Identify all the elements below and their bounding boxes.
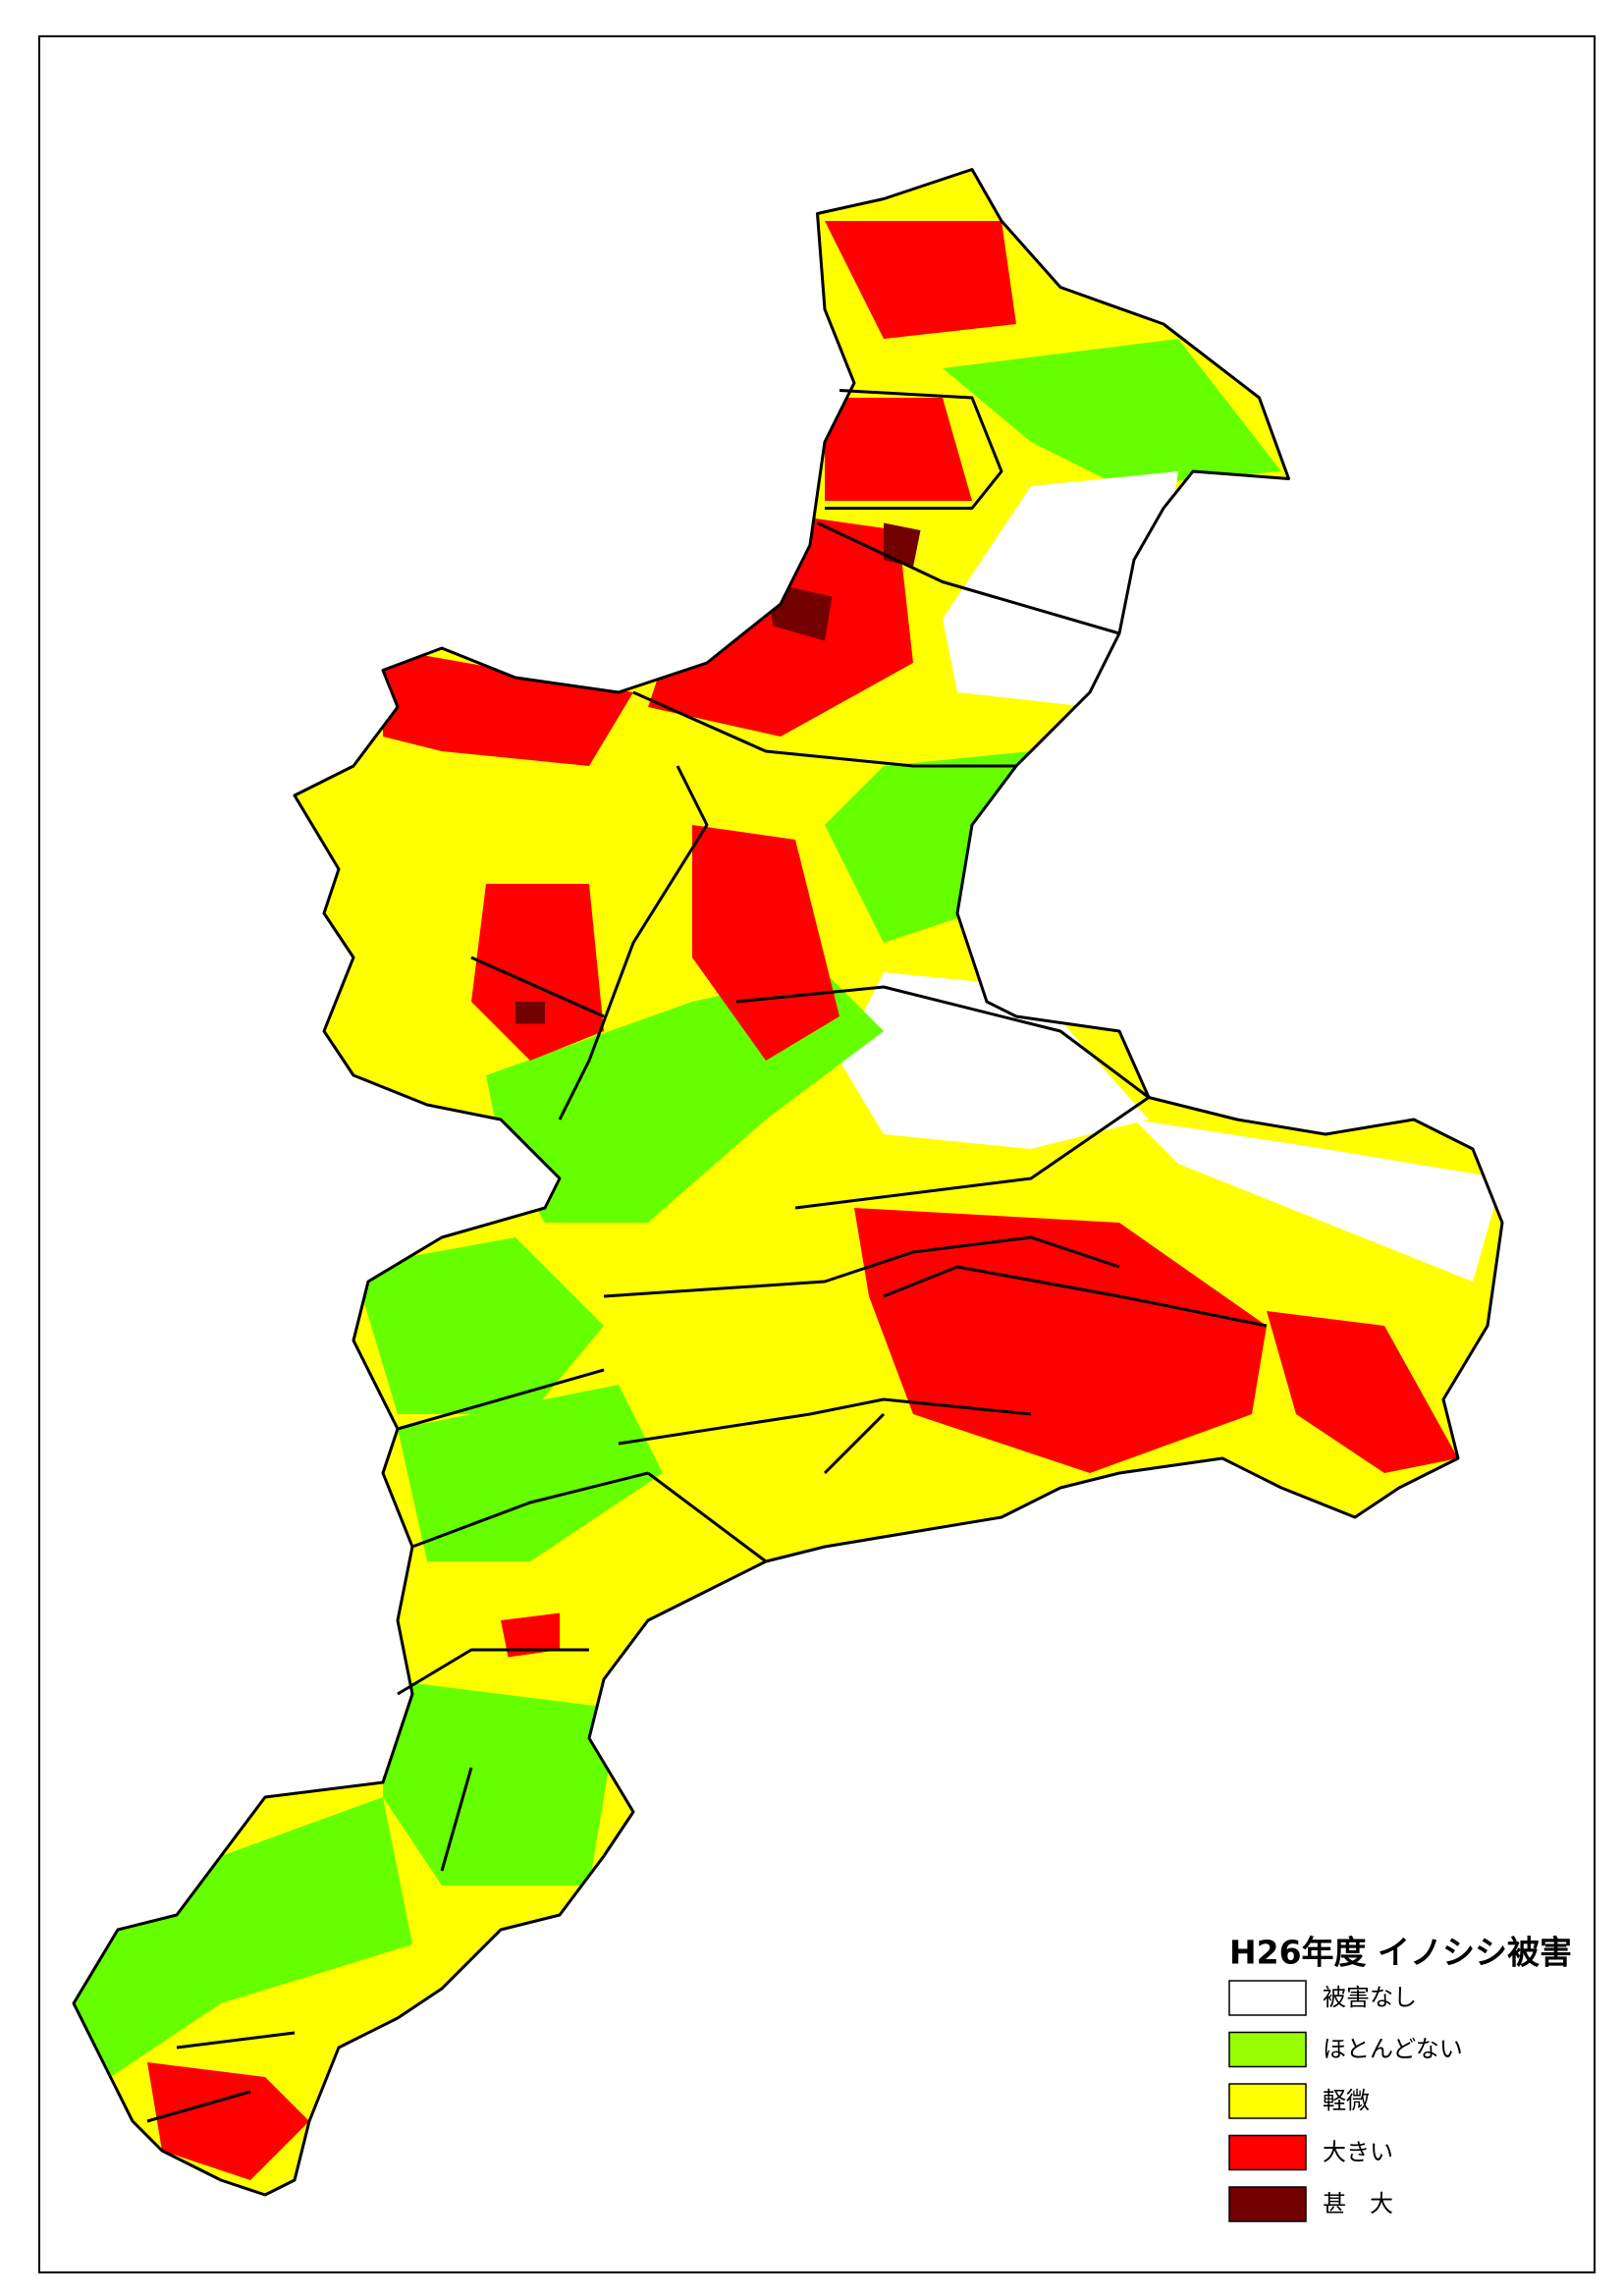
area-none [1134, 1120, 1502, 1282]
area-large [501, 1613, 560, 1658]
area-large [383, 648, 633, 766]
legend-swatch [1228, 2134, 1307, 2171]
legend-swatch [1228, 1980, 1307, 2016]
legend-swatch [1228, 2031, 1307, 2068]
area-large [825, 221, 1016, 339]
area-severe [884, 522, 921, 568]
legend-label: ほとんどない [1323, 2036, 1463, 2063]
area-little [353, 1237, 604, 1414]
municipal-borders [146, 389, 1268, 2123]
area-none [839, 972, 1149, 1149]
area-large [1267, 1311, 1458, 1473]
area-large [692, 825, 839, 1061]
area-little [825, 751, 1031, 943]
area-large [471, 884, 604, 1061]
area-little [398, 1385, 663, 1561]
area-large [825, 398, 972, 501]
area-little [943, 339, 1281, 486]
legend-swatch [1228, 2186, 1307, 2222]
area-large [147, 2062, 309, 2180]
legend-label: 被害なし [1323, 1984, 1417, 2011]
area-little [74, 1797, 412, 2092]
area-severe [515, 1002, 545, 1024]
area-little [383, 1679, 619, 1886]
legend-title: H26年度 イノシシ被害 [1229, 1934, 1572, 1972]
legend-label: 甚 大 [1323, 2190, 1393, 2217]
legend-label: 大きい [1323, 2139, 1393, 2166]
legend-label: 軽微 [1323, 2087, 1370, 2114]
legend-swatch [1228, 2083, 1307, 2119]
